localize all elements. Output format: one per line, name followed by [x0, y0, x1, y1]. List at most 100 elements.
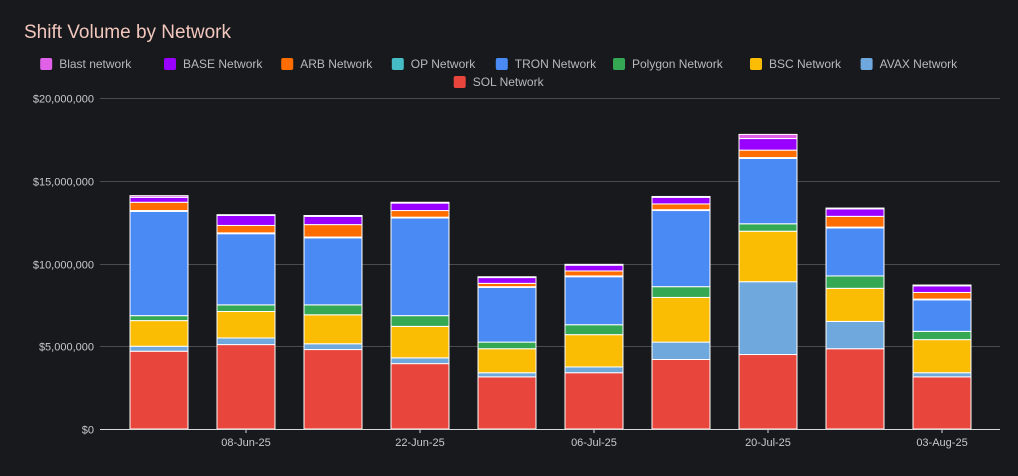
bar-segment-polygon-network	[651, 286, 711, 298]
x-axis-tick-labels: 08-Jun-25 22-Jun-25 06-Jul-25 20-Jul-25 03-A…	[221, 429, 968, 449]
bar-segment-bsc-network	[825, 287, 885, 322]
bar-segment-polygon-network	[477, 341, 537, 350]
bar-segment-arb-network	[912, 291, 972, 300]
bar-stack	[303, 215, 363, 430]
bar-segment-blast-network	[477, 276, 537, 279]
bar-stack	[564, 263, 624, 430]
bar-stack	[738, 133, 798, 430]
legend-label: Polygon Network	[632, 57, 724, 71]
legend-label: BASE Network	[183, 57, 263, 71]
bar-segment-blast-network	[564, 263, 624, 266]
bar-segment-polygon-network	[216, 304, 276, 312]
bar-segment-base-network	[216, 215, 276, 226]
bar-segment-arb-network	[564, 270, 624, 277]
bar-segment-bsc-network	[477, 348, 537, 374]
legend-item-op-network[interactable]: OP Network	[391, 57, 476, 71]
bar-segment-avax-network	[825, 320, 885, 350]
bar-segment-avax-network	[390, 357, 450, 365]
bar-segment-arb-network	[390, 210, 450, 218]
bar-segment-bsc-network	[651, 296, 711, 343]
bar-segment-blast-network	[651, 195, 711, 198]
bar-segment-avax-network	[738, 281, 798, 356]
bar-segment-sol-network	[216, 344, 276, 430]
legend-label: BSC Network	[769, 57, 842, 71]
legend-swatch	[750, 58, 762, 70]
bar-segment-arb-network	[303, 224, 363, 238]
legend-item-arb-network[interactable]: ARB Network	[281, 57, 373, 71]
legend-swatch	[391, 58, 404, 70]
bar-segment-avax-network	[651, 341, 711, 360]
legend-swatch	[281, 58, 294, 70]
bar-segment-blast-network	[216, 214, 276, 217]
bar-segment-avax-network	[216, 337, 276, 346]
legend-item-blast-network[interactable]: Blast network	[40, 57, 132, 71]
legend-item-sol-network[interactable]: SOL Network	[453, 75, 545, 89]
bar-segment-bsc-network	[912, 339, 972, 374]
bar-segment-arb-network	[216, 224, 276, 234]
legend-swatch	[40, 58, 53, 70]
legend-swatch	[495, 58, 508, 70]
bar-segment-base-network	[738, 138, 798, 151]
bar-stack	[390, 201, 450, 430]
bar-segment-blast-network	[912, 284, 972, 287]
bar-segment-blast-network	[390, 201, 450, 204]
bar-stack	[129, 195, 189, 430]
bar-segment-tron-network	[912, 299, 972, 332]
y-tick-label: $10,000,000	[33, 260, 94, 272]
bar-segment-sol-network	[477, 376, 537, 430]
bar-segment-blast-network	[825, 207, 885, 210]
x-tick-label: 06-Jul-25	[571, 437, 617, 449]
legend-item-tron-network[interactable]: TRON Network	[495, 57, 597, 71]
x-tick-label: 20-Jul-25	[745, 437, 791, 449]
bar-segment-base-network	[477, 277, 537, 284]
bar-segment-tron-network	[825, 227, 885, 277]
bar-segment-polygon-network	[129, 315, 189, 322]
bars	[129, 133, 972, 430]
bar-segment-sol-network	[564, 372, 624, 430]
bar-segment-base-network	[651, 196, 711, 205]
bar-segment-arb-network	[738, 149, 798, 159]
bar-segment-bsc-network	[390, 325, 450, 359]
legend-item-avax-network[interactable]: AVAX Network	[860, 57, 959, 71]
bar-segment-bsc-network	[303, 314, 363, 345]
legend-label: TRON Network	[515, 57, 597, 71]
bar-segment-polygon-network	[825, 275, 885, 289]
bar-segment-sol-network	[390, 363, 450, 430]
bar-segment-arb-network	[825, 215, 885, 228]
bar-segment-polygon-network	[390, 315, 450, 327]
bar-segment-sol-network	[825, 348, 885, 430]
y-tick-label: $5,000,000	[39, 342, 94, 354]
bar-segment-bsc-network	[738, 230, 798, 283]
bar-segment-avax-network	[477, 372, 537, 378]
legend-swatch	[860, 58, 873, 70]
legend-label: AVAX Network	[880, 57, 959, 71]
bar-segment-sol-network	[738, 354, 798, 430]
x-tick-label: 22-Jun-25	[395, 437, 445, 449]
bar-segment-tron-network	[564, 276, 624, 326]
legend-swatch	[613, 58, 625, 70]
bar-segment-bsc-network	[216, 310, 276, 339]
bar-stack	[912, 284, 972, 430]
legend-item-base-network[interactable]: BASE Network	[164, 57, 263, 71]
bar-segment-avax-network	[564, 366, 624, 374]
bar-segment-base-network	[390, 202, 450, 212]
bar-segment-avax-network	[912, 372, 972, 378]
legend-item-polygon-network[interactable]: Polygon Network	[613, 57, 724, 71]
legend-label: Blast network	[59, 57, 132, 71]
bar-segment-polygon-network	[738, 223, 798, 232]
bar-segment-tron-network	[651, 210, 711, 288]
legend-item-bsc-network[interactable]: BSC Network	[750, 57, 842, 71]
bar-segment-base-network	[825, 208, 885, 217]
bar-stack	[216, 214, 276, 430]
bar-segment-base-network	[303, 215, 363, 226]
legend-label: SOL Network	[473, 75, 545, 89]
bar-segment-tron-network	[129, 210, 189, 317]
bar-segment-avax-network	[129, 345, 189, 352]
bar-segment-blast-network	[303, 215, 363, 217]
bar-segment-tron-network	[477, 286, 537, 343]
bar-segment-polygon-network	[912, 330, 972, 341]
bar-segment-avax-network	[303, 343, 363, 351]
bar-segment-tron-network	[303, 237, 363, 306]
